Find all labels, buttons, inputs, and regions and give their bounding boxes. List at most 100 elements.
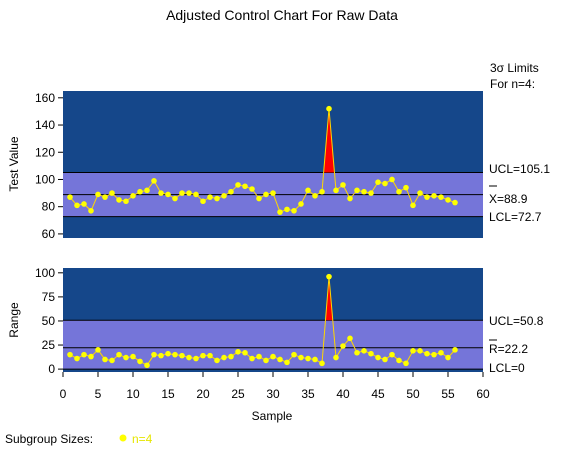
xbar-point bbox=[151, 178, 157, 184]
subgroup-sizes-label: Subgroup Sizes: bbox=[5, 432, 93, 446]
range-point bbox=[249, 355, 255, 362]
range-point bbox=[410, 348, 416, 354]
range-point bbox=[67, 351, 73, 358]
range-point bbox=[228, 353, 234, 360]
range-ucl-label: UCL=50.8 bbox=[489, 314, 544, 328]
chart-title: Adjusted Control Chart For Raw Data bbox=[166, 7, 398, 23]
xbar-point bbox=[81, 201, 87, 207]
x-tick-label: 60 bbox=[476, 387, 490, 401]
range-point bbox=[326, 273, 332, 280]
xbar-point bbox=[102, 194, 108, 200]
range-point bbox=[186, 354, 192, 361]
range-point bbox=[109, 357, 115, 364]
range-point bbox=[312, 356, 318, 363]
xbar-point bbox=[396, 188, 402, 195]
xbar-point bbox=[137, 188, 143, 195]
range-point bbox=[368, 350, 374, 357]
range-point bbox=[116, 351, 122, 358]
range-point bbox=[438, 349, 444, 356]
range-point bbox=[305, 355, 311, 362]
xbar-chart: 60 80 100 120 140 160 Test Value UCL=105.1 X=… bbox=[7, 91, 550, 241]
range-point bbox=[424, 350, 430, 357]
range-y-tick-label: 50 bbox=[42, 314, 56, 328]
range-y-tick-label: 75 bbox=[42, 290, 56, 304]
range-point bbox=[193, 355, 199, 362]
xbar-point bbox=[424, 194, 430, 200]
range-point bbox=[396, 357, 402, 364]
x-tick-label: 45 bbox=[371, 387, 385, 401]
range-point bbox=[445, 354, 451, 361]
xbar-point bbox=[347, 195, 353, 202]
range-point bbox=[242, 349, 248, 356]
xbar-center-label: X=88.9 bbox=[489, 192, 528, 206]
xbar-point bbox=[228, 188, 234, 195]
xbar-point bbox=[200, 198, 206, 205]
range-point bbox=[347, 335, 353, 342]
xbar-point bbox=[340, 182, 346, 188]
range-point bbox=[389, 351, 395, 358]
xbar-y-tick-label: 100 bbox=[35, 172, 55, 186]
xbar-point bbox=[382, 180, 388, 187]
xbar-point bbox=[95, 191, 101, 198]
xbar-point bbox=[256, 195, 262, 202]
legend-label: n=4 bbox=[132, 432, 153, 446]
xbar-point bbox=[207, 194, 213, 200]
xbar-point bbox=[172, 195, 178, 202]
xbar-point bbox=[410, 202, 416, 209]
range-point bbox=[123, 354, 129, 361]
xbar-y-tick-label: 60 bbox=[42, 227, 56, 241]
range-point bbox=[130, 353, 136, 360]
range-point bbox=[277, 356, 283, 363]
xbar-point bbox=[298, 201, 304, 207]
range-y-tick-label: 25 bbox=[42, 338, 56, 352]
xbar-point bbox=[242, 183, 248, 190]
x-tick-label: 55 bbox=[441, 387, 455, 401]
xbar-point bbox=[403, 184, 409, 191]
range-point bbox=[88, 353, 94, 360]
range-point bbox=[158, 352, 164, 359]
range-point bbox=[431, 351, 437, 358]
range-chart: 0 25 50 75 100 Range UCL=50.8 R=22.2 LCL=0 0… bbox=[7, 266, 544, 423]
range-point bbox=[235, 348, 241, 355]
xbar-point bbox=[158, 190, 164, 196]
xbar-point bbox=[452, 199, 458, 206]
xbar-point bbox=[291, 207, 297, 214]
xbar-point bbox=[319, 188, 325, 195]
xbar-alarm-region bbox=[323, 108, 335, 173]
range-point bbox=[74, 355, 80, 362]
range-y-tick-label: 100 bbox=[35, 266, 55, 280]
xbar-point bbox=[277, 209, 283, 215]
limits-header-line2: For n=4: bbox=[490, 77, 535, 91]
xbar-point bbox=[179, 190, 185, 196]
xbar-point bbox=[165, 191, 171, 198]
xbar-point bbox=[144, 187, 150, 194]
x-tick-label: 5 bbox=[95, 387, 102, 401]
x-tick-label: 25 bbox=[231, 387, 245, 401]
range-point bbox=[207, 352, 213, 359]
range-point bbox=[298, 354, 304, 361]
xbar-point bbox=[445, 197, 451, 203]
xbar-point bbox=[214, 195, 220, 202]
xbar-point bbox=[109, 190, 115, 196]
range-point bbox=[361, 348, 367, 354]
range-point bbox=[200, 352, 206, 359]
xbar-point bbox=[270, 190, 276, 196]
range-point bbox=[375, 354, 381, 361]
range-point bbox=[263, 357, 269, 364]
range-point bbox=[137, 358, 143, 365]
xbar-point bbox=[438, 194, 444, 200]
x-tick-label: 20 bbox=[196, 387, 210, 401]
x-tick-label: 10 bbox=[126, 387, 140, 401]
xbar-point bbox=[368, 190, 374, 196]
xbar-y-tick-label: 80 bbox=[42, 200, 56, 214]
xbar-point bbox=[284, 206, 290, 213]
range-point bbox=[403, 360, 409, 367]
range-point bbox=[172, 351, 178, 358]
xbar-lcl-label: LCL=72.7 bbox=[489, 210, 542, 224]
xbar-y-tick-label: 160 bbox=[35, 91, 55, 105]
range-point bbox=[452, 347, 458, 353]
xbar-point bbox=[305, 187, 311, 194]
range-point bbox=[165, 350, 171, 357]
xbar-point bbox=[235, 182, 241, 188]
range-alarm-region bbox=[325, 276, 333, 321]
